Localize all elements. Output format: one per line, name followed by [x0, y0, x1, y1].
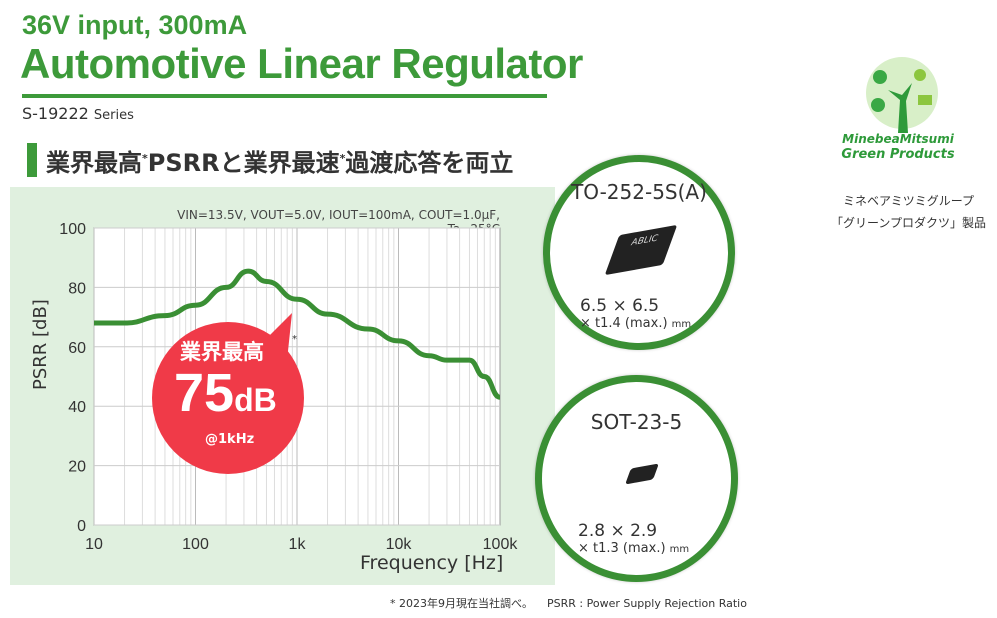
- package-dimensions: 2.8 × 2.9 × t1.3 (max.) mm: [578, 522, 689, 559]
- footnote: * 2023年9月現在当社調べ。 PSRR : Power Supply Rej…: [390, 595, 747, 611]
- asterisk: *: [339, 152, 346, 165]
- headline: 業界最高*PSRRと業界最速*過渡応答を両立: [46, 143, 513, 178]
- x-tick-label: 10: [85, 536, 103, 553]
- chip-image: ABLIC: [604, 224, 678, 276]
- asterisk: *: [142, 152, 148, 165]
- x-axis-label: Frequency [Hz]: [360, 552, 504, 574]
- y-tick-label: 20: [68, 459, 86, 476]
- title-divider: [22, 94, 547, 98]
- dims: 2.8 × 2.9: [578, 521, 658, 541]
- logo-text: MinebeaMitsumi Green Products: [838, 132, 958, 162]
- thickness: × t1.4 (max.): [580, 316, 668, 331]
- green-products-note: ミネベアミツミグループ 「グリーンプロダクツ」製品: [820, 190, 997, 234]
- subtitle: 36V input, 300mA: [22, 10, 248, 40]
- headline-part: 過渡応答を両立: [345, 149, 514, 177]
- thickness: × t1.3 (max.): [578, 541, 666, 556]
- series-code: S-19222: [22, 104, 89, 123]
- note-line: ミネベアミツミグループ: [842, 194, 975, 208]
- package-name: TO-252-5S(A): [571, 180, 707, 204]
- chip-image: [625, 463, 659, 485]
- y-tick-label: 100: [59, 221, 86, 238]
- note-line: 「グリーンプロダクツ」製品: [830, 216, 987, 230]
- package-card-sot23: SOT-23-5 2.8 × 2.9 × t1.3 (max.) mm: [535, 375, 738, 582]
- package-dimensions: 6.5 × 6.5 × t1.4 (max.) mm: [580, 297, 691, 334]
- chip-label: ABLIC: [629, 233, 660, 249]
- badge: [152, 313, 304, 474]
- badge-unit: dB: [234, 382, 277, 418]
- psrr-curve: [94, 268, 501, 400]
- badge-circle: [152, 322, 304, 474]
- green-products-logo-tree: [866, 57, 938, 133]
- badge-frequency: @1kHz: [205, 432, 255, 447]
- page-title: Automotive Linear Regulator: [20, 40, 583, 87]
- badge-value: 75: [174, 363, 235, 423]
- unit: mm: [671, 319, 692, 330]
- x-tick-label: 100k: [483, 536, 519, 553]
- series-name: S-19222 Series: [22, 104, 134, 123]
- psrr-chart: 0 20 40 60 80 100 10 100 1k 10k 100k: [59, 221, 519, 553]
- x-tick-label: 1k: [289, 536, 307, 553]
- badge-asterisk: *: [292, 334, 297, 345]
- package-card-to252: TO-252-5S(A) ABLIC 6.5 × 6.5 × t1.4 (max.…: [543, 155, 735, 350]
- headline-part: PSRRと業界最速: [147, 149, 340, 177]
- headline-bar: [27, 143, 37, 177]
- series-word: Series: [93, 108, 134, 123]
- headline-part: 業界最高: [46, 149, 142, 177]
- logo-line: Green Products: [841, 147, 955, 162]
- logo-line: MinebeaMitsumi: [842, 132, 954, 146]
- y-tick-label: 60: [68, 340, 86, 357]
- dims: 6.5 × 6.5: [580, 296, 660, 316]
- unit: mm: [669, 544, 690, 555]
- y-axis-label: PSRR [dB]: [30, 299, 51, 390]
- footnote-definition: PSRR : Power Supply Rejection Ratio: [547, 597, 747, 610]
- x-tick-label: 100: [182, 536, 209, 553]
- x-tick-label: 10k: [386, 536, 413, 553]
- y-tick-label: 0: [77, 518, 86, 535]
- footnote-survey: * 2023年9月現在当社調べ。: [390, 597, 533, 610]
- badge-label: 業界最高: [180, 340, 264, 364]
- y-tick-label: 40: [68, 399, 86, 416]
- package-name: SOT-23-5: [590, 410, 683, 434]
- y-tick-label: 80: [68, 280, 86, 297]
